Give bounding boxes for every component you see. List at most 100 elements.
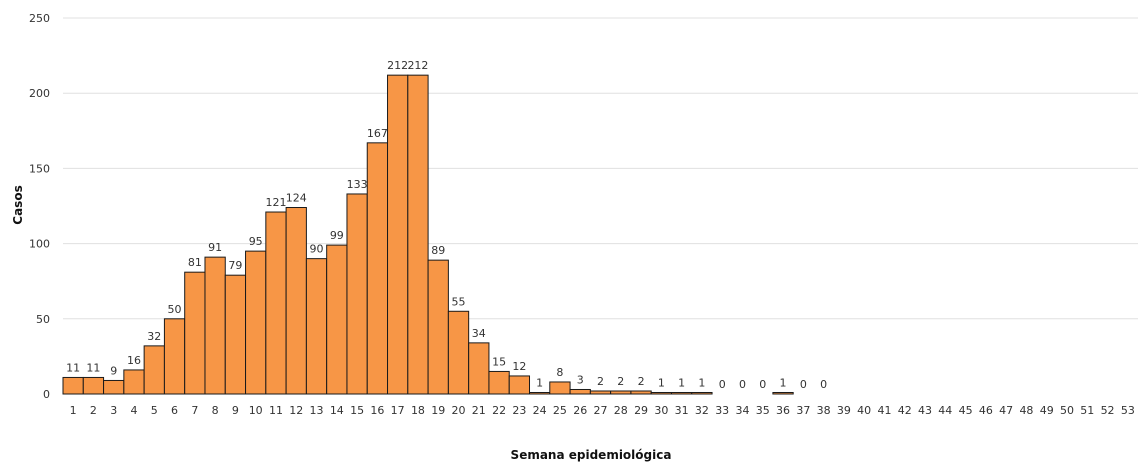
bar-value-label: 90 (310, 243, 324, 256)
bar (265, 211, 287, 395)
bar-value-label: 99 (330, 229, 344, 242)
bar-value-label: 79 (228, 259, 242, 272)
bar-value-label: 121 (265, 196, 286, 209)
gridlines (63, 17, 1138, 320)
bar-value-label: 3 (577, 373, 584, 386)
bar (143, 345, 165, 395)
bar (508, 375, 531, 395)
y-tick-label: 200 (29, 87, 50, 100)
bar (224, 274, 247, 395)
bar-value-label: 212 (387, 59, 408, 72)
x-tick-label: 32 (695, 404, 709, 417)
bar (82, 376, 105, 395)
bar-value-label: 1 (658, 376, 665, 389)
x-tick-label: 8 (212, 404, 219, 417)
bar (488, 370, 510, 395)
x-tick-label: 2 (90, 404, 97, 417)
x-tick-label: 24 (533, 404, 547, 417)
bar-value-label: 0 (719, 378, 726, 391)
y-tick-label: 100 (29, 238, 50, 251)
bar (427, 259, 449, 395)
bar-value-label: 2 (638, 375, 645, 388)
bar (447, 310, 470, 395)
bar (650, 391, 672, 395)
bar (62, 376, 84, 395)
y-axis-title: Casos (11, 185, 25, 224)
x-tick-label: 38 (817, 404, 831, 417)
bar-value-label: 8 (556, 366, 563, 379)
x-tick-label: 41 (877, 404, 891, 417)
x-tick-label: 28 (614, 404, 628, 417)
x-tick-label: 27 (594, 404, 608, 417)
bar-value-label: 9 (110, 364, 117, 377)
x-tick-label: 4 (130, 404, 137, 417)
bar-value-label: 0 (800, 378, 807, 391)
y-axis-ticks: 0 50 100 150 200 250 (29, 12, 50, 401)
bar-value-label: 133 (347, 178, 368, 191)
x-tick-label: 6 (171, 404, 178, 417)
bar-value-label: 12 (512, 360, 526, 373)
x-tick-label: 36 (776, 404, 790, 417)
bar-value-label: 1 (780, 376, 787, 389)
x-tick-label: 26 (573, 404, 587, 417)
bar-value-label: 89 (431, 244, 445, 257)
bar (589, 390, 612, 395)
bar-value-label: 15 (492, 355, 506, 368)
bar (610, 390, 632, 395)
bar-value-label: 50 (168, 303, 182, 316)
bar (670, 391, 693, 395)
bar (529, 391, 551, 395)
bars (62, 74, 794, 395)
x-tick-label: 48 (1019, 404, 1033, 417)
bar-value-label: 1 (536, 376, 543, 389)
bar (366, 142, 389, 395)
bar (468, 342, 490, 395)
x-tick-label: 11 (269, 404, 283, 417)
x-tick-label: 9 (232, 404, 239, 417)
x-tick-label: 22 (492, 404, 506, 417)
bar (407, 74, 429, 395)
x-tick-label: 45 (959, 404, 973, 417)
bar-value-label: 16 (127, 354, 141, 367)
bar-value-label: 0 (820, 378, 827, 391)
bar (285, 207, 307, 395)
bar (245, 250, 267, 395)
bar (204, 256, 226, 395)
bar-value-label: 11 (86, 361, 100, 374)
bar (326, 244, 348, 395)
bar-value-label: 0 (739, 378, 746, 391)
x-tick-label: 10 (249, 404, 263, 417)
x-tick-label: 3 (110, 404, 117, 417)
x-tick-label: 18 (411, 404, 425, 417)
bar (163, 318, 186, 395)
x-tick-label: 52 (1101, 404, 1115, 417)
bar (123, 369, 145, 395)
x-tick-label: 47 (999, 404, 1013, 417)
x-tick-label: 40 (857, 404, 871, 417)
x-tick-label: 30 (654, 404, 668, 417)
bar (549, 381, 571, 395)
bar (691, 391, 713, 395)
x-tick-label: 31 (675, 404, 689, 417)
x-tick-label: 51 (1080, 404, 1094, 417)
bar-value-label: 2 (617, 375, 624, 388)
bar-value-label: 212 (407, 59, 428, 72)
x-tick-label: 1 (70, 404, 77, 417)
x-tick-label: 42 (898, 404, 912, 417)
x-tick-label: 23 (512, 404, 526, 417)
bar (184, 271, 206, 395)
x-tick-label: 25 (553, 404, 567, 417)
x-tick-label: 7 (191, 404, 198, 417)
bar-value-label: 34 (472, 327, 486, 340)
y-tick-label: 150 (29, 162, 50, 175)
x-tick-label: 13 (310, 404, 324, 417)
bar (103, 379, 125, 395)
x-tick-label: 14 (330, 404, 344, 417)
x-axis-title: Semana epidemiológica (511, 448, 672, 462)
x-tick-label: 17 (391, 404, 405, 417)
x-tick-label: 50 (1060, 404, 1074, 417)
x-tick-label: 39 (837, 404, 851, 417)
x-tick-label: 33 (715, 404, 729, 417)
